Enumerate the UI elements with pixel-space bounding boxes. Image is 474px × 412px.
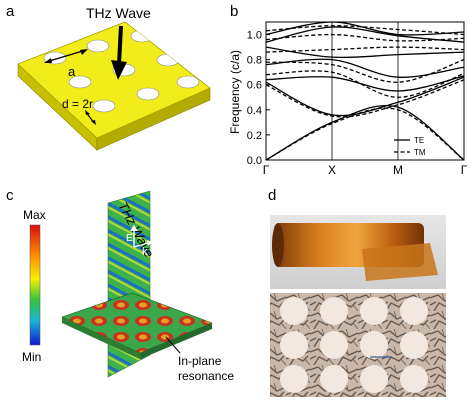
slab-edge-front	[62, 317, 140, 359]
y-tick-label: 0.0	[247, 155, 262, 167]
band-tm-line	[265, 33, 465, 42]
hole-arrow-head-bottom	[91, 120, 96, 125]
hole-arrow-head-top	[85, 110, 90, 115]
y-tick-label: 0.8	[247, 55, 262, 67]
y-tick-label: 1.0	[247, 30, 262, 42]
micrograph-hole	[320, 331, 348, 359]
band-legend: TE TM	[394, 136, 426, 157]
scale-max-label: Max	[23, 208, 46, 222]
band-te-line	[265, 46, 465, 59]
micrograph-hole	[280, 365, 308, 393]
resonant-slab	[61, 292, 213, 354]
y-axis-label: Frequency (c/a)	[228, 50, 242, 134]
x-tick-label: Γ	[461, 163, 468, 177]
thz-incident-arrow-shaft	[117, 25, 123, 65]
air-hole	[156, 53, 180, 67]
legend-label-te: TE	[414, 136, 424, 145]
panel-d: d	[262, 185, 474, 407]
x-tick-label: Γ	[263, 163, 270, 177]
y-tick-label: 0.6	[247, 80, 262, 92]
band-tm-line	[265, 107, 465, 161]
k-vector-arrow-head	[147, 240, 152, 246]
y-tick-label: 0.2	[247, 130, 262, 142]
band-tm-line	[265, 59, 465, 83]
x-tick-label: M	[393, 163, 403, 177]
resonance-label-line2: resonance	[178, 369, 234, 383]
x-tick-label: X	[328, 163, 336, 177]
band-tm-line	[265, 25, 465, 36]
micrograph-hole	[320, 297, 348, 325]
lattice-arrow-head-left	[44, 58, 52, 63]
e-field-arrow-head	[130, 225, 138, 231]
panel-b: b 0.0 0.2 0.4 0.6 0.8 1.0 Γ X M Γ TE TM Frequency …	[226, 0, 474, 180]
film-roll-end	[272, 223, 284, 267]
thz-incident-arrow-head	[111, 60, 127, 80]
sample-photographs	[270, 215, 446, 397]
plot-frame	[265, 21, 465, 161]
resonance-label-line1: In-plane	[178, 354, 222, 368]
micrograph-hole	[400, 297, 428, 325]
micrograph-hole	[360, 365, 388, 393]
micrograph-hole	[360, 297, 388, 325]
panel-a-label: a	[6, 3, 15, 20]
lattice-constant-label: a	[68, 64, 76, 79]
air-hole	[92, 99, 116, 113]
panel-d-label: d	[268, 187, 277, 204]
e-field-label: E	[126, 233, 133, 244]
micrograph-holes	[280, 297, 428, 393]
band-te-line	[265, 76, 465, 117]
band-ticks: 0.0 0.2 0.4 0.6 0.8 1.0 Γ X M Γ	[247, 30, 468, 177]
micrograph-hole	[320, 365, 348, 393]
band-tm-line	[265, 46, 465, 53]
band-tm-line	[265, 70, 465, 98]
legend-label-tm: TM	[414, 148, 426, 157]
micrograph-hole	[400, 331, 428, 359]
band-axes	[265, 21, 465, 161]
panel-c-label: c	[6, 187, 14, 204]
lattice-constant-arrow	[45, 49, 87, 63]
panel-c: c Max Min	[0, 185, 262, 407]
y-tick-label: 0.4	[247, 105, 262, 117]
film-flap	[362, 243, 438, 281]
air-hole	[176, 75, 200, 89]
photonic-slab-illustration: THz Wave a d = 2r	[17, 5, 211, 151]
k-vector-label: k	[142, 246, 148, 258]
air-hole	[130, 29, 154, 43]
band-curves	[265, 21, 465, 161]
band-tm-line	[265, 79, 465, 118]
micrograph-hole	[280, 297, 308, 325]
thz-wave-label: THz Wave	[86, 5, 151, 21]
air-hole	[136, 87, 160, 101]
air-hole	[86, 39, 110, 53]
micrograph-hole	[400, 365, 428, 393]
lattice-arrow-head-right	[80, 49, 88, 55]
micrograph-hole	[360, 331, 388, 359]
k-vector-arrow	[133, 242, 149, 248]
panel-b-label: b	[230, 3, 239, 20]
band-te-line	[265, 75, 465, 92]
panel-a: a THz Wave a	[0, 0, 226, 180]
color-scale-bar	[29, 224, 41, 346]
slab-top-face	[17, 21, 211, 139]
scale-min-label: Min	[22, 350, 41, 364]
micrograph-hole	[280, 331, 308, 359]
resonance-callout-line	[165, 336, 181, 354]
field-distribution-illustration: Max Min THz Wave E k In-plane resonance	[22, 190, 234, 383]
air-hole	[68, 75, 92, 89]
hole-diameter-label: d = 2r	[62, 97, 93, 111]
band-diagram-chart: 0.0 0.2 0.4 0.6 0.8 1.0 Γ X M Γ TE TM Frequency (c…	[228, 21, 468, 177]
band-te-line	[265, 58, 465, 78]
band-grid	[331, 22, 399, 160]
slab-edge-side	[140, 323, 212, 359]
